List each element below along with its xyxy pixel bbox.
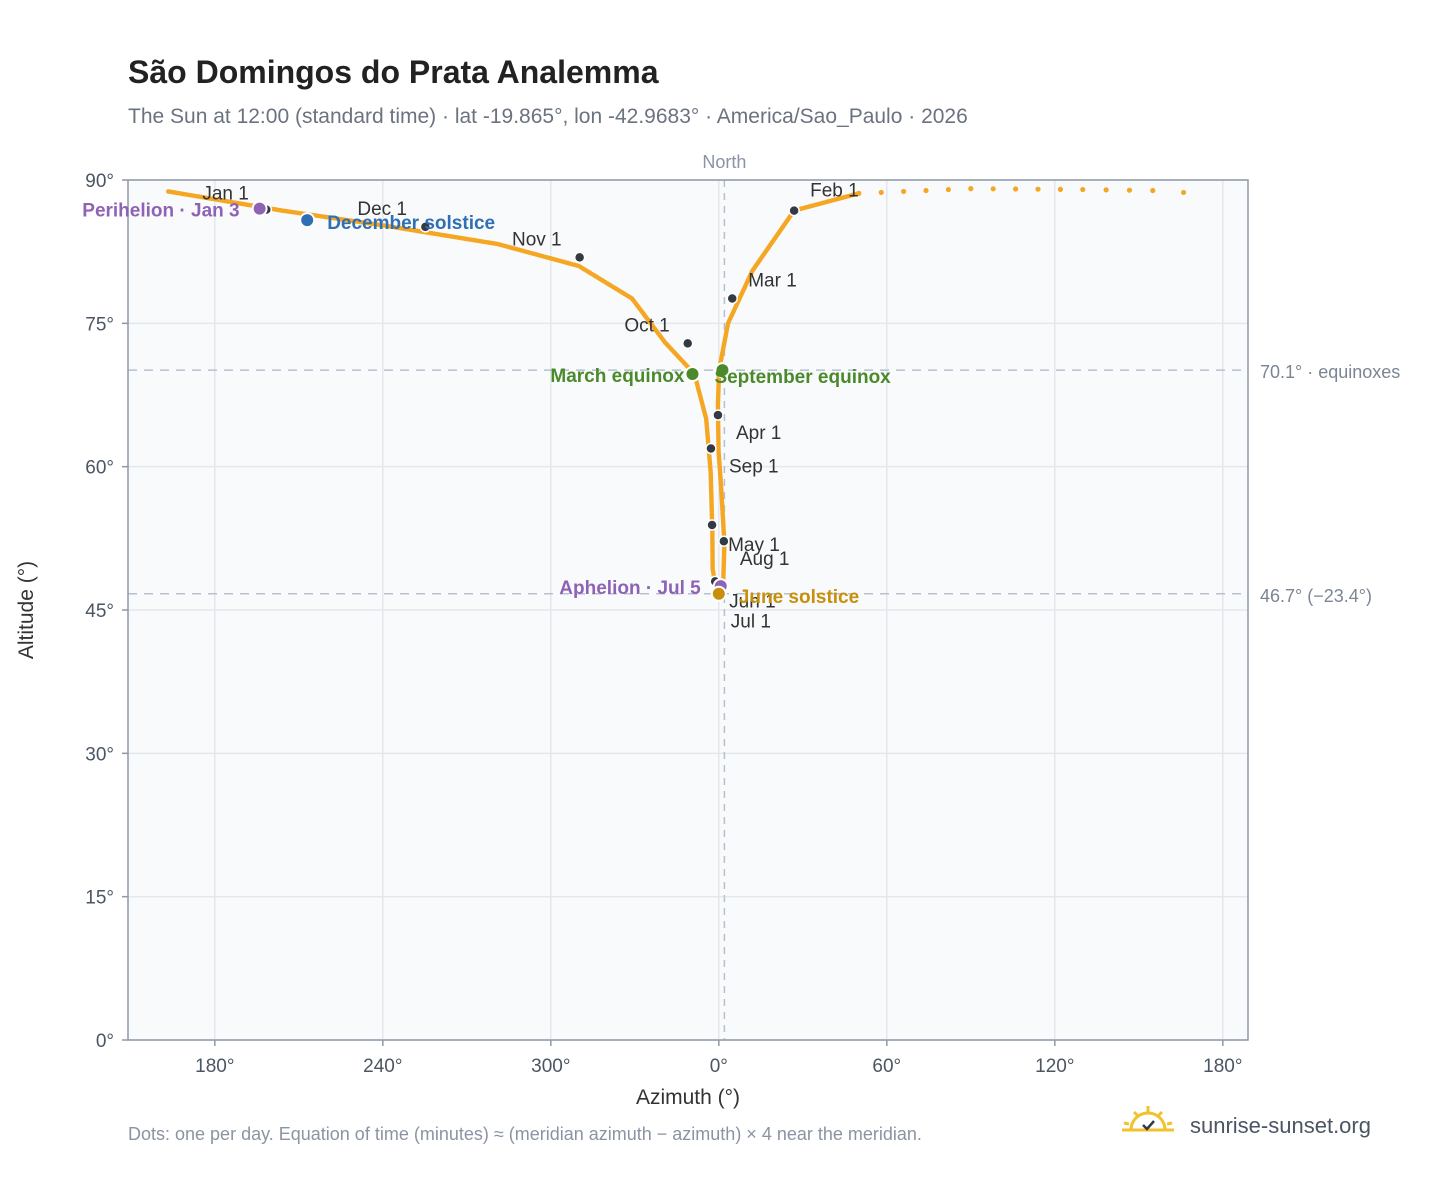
brand-name: sunrise-sunset.org (1190, 1113, 1371, 1138)
x-tick-label: 180° (195, 1056, 234, 1077)
chart-title: São Domingos do Prata Analemma (128, 54, 659, 90)
month-label: Dec 1 (357, 199, 407, 220)
month-marker (419, 221, 432, 233)
month-label: Jun 1 (729, 591, 775, 612)
sun-icon (1122, 1106, 1174, 1132)
month-label: Nov 1 (512, 229, 562, 250)
daily-dot (901, 188, 907, 195)
month-marker (788, 204, 800, 217)
reference-lines: 70.1° · equinoxes 46.7° (−23.4°) (128, 362, 1400, 606)
y-tick-label: 45° (85, 601, 114, 622)
month-label: Feb 1 (810, 181, 859, 202)
equinox-label: March equinox (550, 366, 685, 387)
daily-dot (1057, 186, 1063, 192)
month-marker (705, 442, 717, 455)
event-markers: Perihelion · Jan 3 December solstice March… (82, 200, 891, 608)
reference-line-label: 70.1° · equinoxes (1260, 362, 1400, 382)
month-marker (726, 292, 738, 305)
month-label: Jan 1 (202, 184, 248, 205)
month-label: Mar 1 (748, 270, 797, 291)
daily-dot (1126, 187, 1133, 193)
y-tick-label: 0° (96, 1031, 114, 1052)
equinox-marker (684, 365, 701, 382)
month-marker (681, 337, 694, 350)
month-label: Oct 1 (624, 315, 669, 336)
brand-logo (1122, 1106, 1174, 1132)
month-label: Apr 1 (736, 423, 781, 444)
month-marker (706, 519, 718, 531)
x-tick-label: 180° (1203, 1056, 1242, 1077)
month-label: Aug 1 (740, 549, 790, 570)
x-tick-label: 120° (1035, 1056, 1074, 1077)
daily-dot (1150, 187, 1156, 194)
month-marker (712, 409, 724, 421)
x-tick-label: 300° (531, 1056, 570, 1077)
x-axis-ticks: 180° 240° 300° 0° 60° 120° 180° (195, 1040, 1242, 1077)
daily-dot (990, 186, 996, 192)
month-label: Sep 1 (729, 457, 779, 478)
y-axis-label: Altitude (°) (15, 561, 38, 659)
daily-dot (856, 190, 862, 196)
y-tick-label: 90° (85, 171, 114, 192)
y-axis-ticks: 0° 15° 30° 45° 60° 75° 90° (85, 171, 128, 1052)
month-marker (718, 535, 730, 547)
daily-dot (968, 186, 974, 192)
y-tick-label: 15° (85, 888, 114, 909)
daily-dot (1080, 186, 1086, 193)
december-solstice-label: December solstice (327, 213, 495, 234)
daily-dot (878, 189, 884, 196)
month-label: May 1 (728, 535, 780, 556)
daily-dot (1013, 186, 1019, 192)
june-solstice-marker (710, 585, 727, 602)
equinox-label: September equinox (714, 367, 891, 388)
daily-dot (1181, 189, 1187, 196)
y-tick-label: 30° (85, 744, 114, 765)
reference-line-label: 46.7° (−23.4°) (1260, 586, 1372, 606)
perihelion-marker (251, 200, 268, 217)
june-solstice-label: June solstice (739, 587, 859, 608)
daily-dot (945, 186, 952, 193)
north-label: North (702, 152, 746, 172)
x-tick-label: 240° (363, 1056, 402, 1077)
month-label: Jul 1 (731, 612, 771, 633)
daily-dot (1035, 186, 1041, 192)
aphelion-label: Aphelion · Jul 5 (559, 578, 701, 599)
month-marker (573, 251, 586, 264)
x-axis-label: Azimuth (°) (636, 1086, 740, 1109)
x-tick-label: 0° (710, 1056, 728, 1077)
daily-dot (923, 187, 929, 194)
perihelion-label: Perihelion · Jan 3 (82, 201, 239, 222)
y-tick-label: 75° (85, 314, 114, 335)
x-tick-label: 60° (872, 1056, 901, 1077)
footnote: Dots: one per day. Equation of time (min… (128, 1124, 922, 1144)
equinox-marker (714, 362, 731, 379)
y-tick-label: 60° (85, 458, 114, 479)
daily-dot (1103, 187, 1109, 193)
december-solstice-marker (299, 212, 316, 229)
chart-subtitle: The Sun at 12:00 (standard time) · lat -… (128, 105, 968, 128)
